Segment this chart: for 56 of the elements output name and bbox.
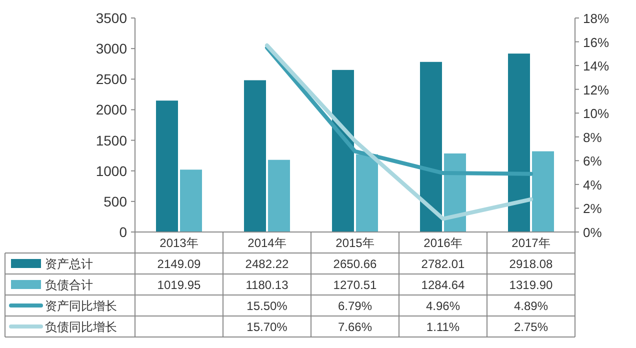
data-label: 1019.95: [157, 278, 202, 292]
y2-tick-label: 0%: [583, 225, 602, 240]
line-series: [265, 46, 533, 176]
data-label: 4.96%: [426, 299, 460, 313]
x-tick-label: 2015年: [336, 236, 374, 250]
bar: [356, 154, 378, 232]
bar: [244, 80, 266, 232]
y-tick-label: 1500: [96, 132, 128, 148]
data-label: 2650.66: [333, 257, 378, 271]
y2-tick-label: 4%: [583, 177, 602, 192]
data-label: 2482.22: [245, 257, 290, 271]
x-tick-label: 2013年: [160, 236, 198, 250]
y-tick-label: 500: [104, 193, 128, 210]
y2-tick-label: 2%: [583, 201, 602, 216]
data-label: 15.70%: [246, 320, 288, 334]
bar: [156, 100, 178, 232]
data-label: 6.79%: [338, 299, 372, 313]
bar: [268, 160, 290, 232]
data-label: 1180.13: [246, 278, 289, 292]
y2-tick-label: 18%: [583, 11, 610, 26]
x-tick-label: 2014年: [248, 236, 286, 250]
y-tick-label: 1000: [96, 162, 128, 179]
y2-tick-label: 12%: [583, 82, 610, 98]
line-series: [265, 43, 533, 221]
bar: [180, 170, 202, 232]
y-tick-label: 0: [119, 224, 128, 240]
bar: [420, 62, 442, 232]
y2-tick-label: 8%: [583, 130, 602, 145]
legend-label: 负债同比增长: [45, 320, 117, 334]
data-label: 7.66%: [338, 320, 372, 334]
data-label: 1.11%: [426, 320, 460, 334]
legend-label: 资产总计: [45, 257, 93, 271]
bar: [508, 54, 530, 232]
data-label: 2918.08: [509, 257, 554, 271]
legend-label: 负债合计: [45, 278, 93, 292]
y2-tick-label: 14%: [583, 58, 610, 74]
data-label: 2.75%: [514, 320, 548, 334]
x-tick-label: 2017年: [512, 236, 550, 250]
bar: [532, 151, 554, 232]
x-tick-label: 2016年: [424, 236, 462, 250]
y2-tick-label: 6%: [583, 154, 602, 169]
bar: [332, 70, 354, 232]
data-label: 1270.51: [333, 278, 378, 292]
y-tick-label: 3500: [96, 10, 128, 26]
data-label: 4.89%: [514, 299, 548, 313]
y-tick-label: 2000: [96, 102, 128, 118]
data-label: 2782.01: [421, 257, 466, 271]
data-label: 15.50%: [246, 299, 288, 313]
y2-tick-label: 16%: [583, 34, 610, 50]
data-label: 1319.90: [509, 278, 554, 292]
data-label: 1284.64: [421, 278, 466, 292]
data-label: 2149.09: [157, 257, 202, 271]
legend-label: 资产同比增长: [45, 299, 117, 313]
y-tick-label: 2500: [96, 71, 128, 88]
y-tick-label: 3000: [96, 40, 128, 57]
y2-tick-label: 10%: [583, 106, 610, 122]
